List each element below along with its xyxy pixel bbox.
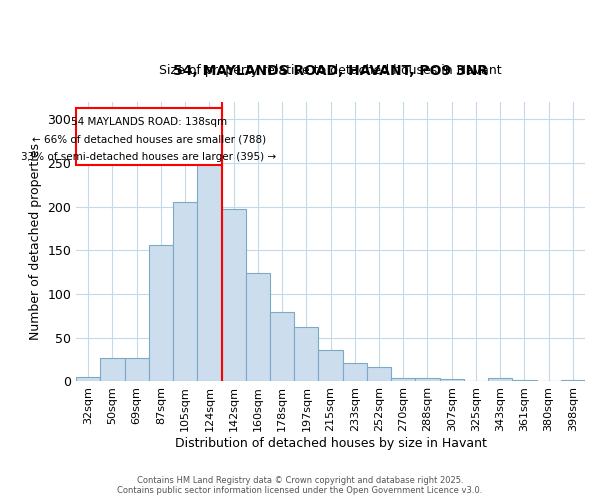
Bar <box>367 366 391 382</box>
Bar <box>536 380 561 382</box>
Text: 33% of semi-detached houses are larger (395) →: 33% of semi-detached houses are larger (… <box>21 152 277 162</box>
Y-axis label: Number of detached properties: Number of detached properties <box>29 143 42 340</box>
Bar <box>512 380 536 382</box>
Bar <box>125 358 149 382</box>
Bar <box>149 245 173 382</box>
Bar <box>343 363 367 382</box>
Bar <box>100 358 125 382</box>
Text: 54 MAYLANDS ROAD: 138sqm: 54 MAYLANDS ROAD: 138sqm <box>71 116 227 126</box>
Bar <box>488 378 512 382</box>
Bar <box>246 273 270 382</box>
Bar <box>221 209 246 382</box>
Text: Contains HM Land Registry data © Crown copyright and database right 2025.
Contai: Contains HM Land Registry data © Crown c… <box>118 476 482 495</box>
Bar <box>464 380 488 382</box>
Bar <box>440 379 464 382</box>
Bar <box>319 350 343 382</box>
Bar <box>294 328 319 382</box>
Text: 54, MAYLANDS ROAD, HAVANT, PO9 3NR: 54, MAYLANDS ROAD, HAVANT, PO9 3NR <box>173 64 488 78</box>
FancyBboxPatch shape <box>76 108 221 164</box>
Text: ← 66% of detached houses are smaller (788): ← 66% of detached houses are smaller (78… <box>32 134 266 144</box>
Bar <box>197 163 221 382</box>
Bar <box>391 378 415 382</box>
Bar <box>173 202 197 382</box>
Bar <box>415 378 440 382</box>
Bar <box>76 377 100 382</box>
X-axis label: Distribution of detached houses by size in Havant: Distribution of detached houses by size … <box>175 437 487 450</box>
Title: Size of property relative to detached houses in Havant: Size of property relative to detached ho… <box>159 64 502 77</box>
Bar <box>561 380 585 382</box>
Bar <box>270 312 294 382</box>
